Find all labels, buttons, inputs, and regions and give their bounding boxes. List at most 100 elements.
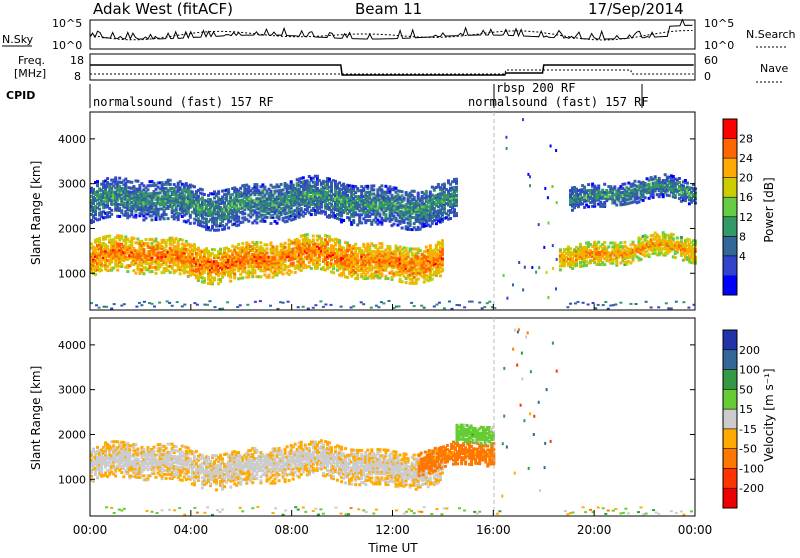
data-cell	[630, 262, 633, 265]
data-cell	[419, 249, 422, 252]
data-cell	[579, 243, 582, 246]
data-cell	[405, 281, 408, 284]
data-cell	[185, 240, 188, 243]
data-cell	[559, 248, 562, 251]
data-cell	[431, 268, 434, 271]
data-cell	[320, 237, 323, 240]
data-cell	[632, 241, 635, 244]
data-cell	[332, 211, 335, 214]
noise-panel-frame	[90, 20, 695, 49]
data-cell	[219, 248, 222, 251]
data-cell	[147, 188, 150, 191]
data-cell	[597, 241, 600, 244]
data-cell	[201, 188, 204, 191]
data-cell	[145, 238, 148, 241]
data-cell	[338, 239, 341, 242]
data-cell	[455, 194, 458, 197]
data-cell	[98, 237, 101, 240]
data-cell	[237, 243, 240, 246]
data-cell	[429, 225, 432, 228]
data-cell	[425, 190, 428, 193]
data-cell	[165, 213, 168, 216]
data-cell	[114, 176, 117, 179]
freq-tick-top: 18	[70, 54, 84, 67]
data-cell	[619, 241, 622, 244]
data-cell	[290, 270, 293, 273]
cpid-segment-3: normalsound (fast) 157 RF	[468, 95, 649, 109]
data-cell	[433, 207, 436, 210]
data-cell	[120, 209, 123, 212]
data-cell	[306, 233, 309, 236]
data-cell	[255, 183, 258, 186]
data-cell	[151, 218, 154, 221]
data-cell	[324, 238, 327, 241]
data-cell	[92, 220, 95, 223]
freq-panel: Freq. [MHz] 18 8 60 0 Nave	[14, 54, 788, 83]
power-heatmap	[90, 118, 697, 310]
data-cell	[413, 196, 416, 199]
data-cell	[332, 271, 335, 274]
data-cell	[425, 246, 428, 249]
site-title: Adak West (fitACF)	[93, 0, 233, 18]
data-cell	[191, 191, 194, 194]
data-cell	[270, 222, 273, 225]
data-cell	[455, 212, 458, 215]
nsky-label: N.Sky	[2, 33, 34, 46]
data-cell	[286, 220, 289, 223]
data-cell	[227, 188, 230, 191]
data-cell	[247, 220, 250, 223]
data-cell	[96, 180, 99, 183]
data-cell	[429, 244, 432, 247]
data-cell	[435, 222, 438, 225]
data-cell	[559, 268, 562, 271]
data-cell	[603, 263, 606, 266]
data-cell	[443, 191, 446, 194]
data-cell	[118, 177, 121, 180]
data-cell	[100, 261, 103, 264]
data-cell	[569, 247, 572, 250]
nave-label: Nave	[760, 62, 788, 75]
data-cell	[130, 181, 133, 184]
data-cell	[237, 216, 240, 219]
data-cell	[280, 183, 283, 186]
freq-tick-bottom: 8	[74, 70, 81, 83]
data-cell	[312, 235, 315, 238]
noise-tick-bottom-left: 10^0	[52, 39, 82, 52]
data-cell	[312, 239, 315, 242]
data-cell	[640, 258, 643, 261]
data-cell	[658, 235, 661, 238]
data-cell	[233, 272, 236, 275]
data-cell	[120, 263, 123, 266]
data-cell	[380, 272, 383, 275]
data-cell	[243, 212, 246, 215]
data-cell	[92, 188, 95, 191]
data-cell	[352, 219, 355, 222]
data-cell	[360, 221, 363, 224]
data-cell	[298, 239, 301, 242]
data-cell	[155, 238, 158, 241]
data-cell	[417, 278, 420, 281]
data-cell	[201, 196, 204, 199]
data-cell	[116, 269, 119, 272]
data-cell	[284, 242, 287, 245]
data-cell	[342, 247, 345, 250]
data-cell	[213, 248, 216, 251]
data-cell	[120, 235, 123, 238]
data-cell	[362, 243, 365, 246]
data-cell	[169, 179, 172, 182]
data-cell	[134, 272, 137, 275]
data-cell	[330, 203, 333, 206]
data-cell	[142, 248, 145, 251]
data-cell	[413, 190, 416, 193]
nave-tick-bottom: 0	[704, 70, 711, 83]
data-cell	[227, 226, 230, 229]
data-cell	[259, 275, 262, 278]
data-cell	[642, 241, 645, 244]
data-cell	[378, 213, 381, 216]
data-cell	[310, 213, 313, 216]
data-cell	[300, 269, 303, 272]
data-cell	[142, 272, 145, 275]
freq-unit-label: [MHz]	[14, 67, 46, 80]
data-cell	[179, 272, 182, 275]
data-cell	[437, 183, 440, 186]
